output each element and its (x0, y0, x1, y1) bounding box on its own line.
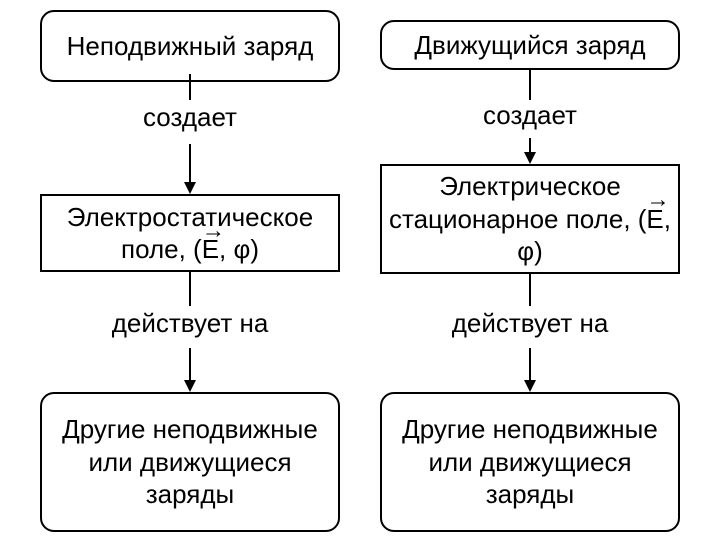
edge-line (529, 348, 531, 382)
node-left-n1: Неподвижный заряд (40, 10, 340, 82)
node-label-prefix: Электрическое стационарное поле, ( (389, 171, 646, 234)
node-left-n3: Другие неподвижные или движущиеся заряды (40, 392, 340, 532)
vector-arrow-icon: → (646, 188, 669, 211)
edge-line (189, 74, 191, 100)
node-right-n2: Электрическое стационарное поле, (→E, φ) (380, 164, 680, 274)
edge-line (189, 144, 191, 184)
edge-line (529, 70, 531, 100)
arrow-head-icon (524, 152, 536, 164)
node-label: Другие неподвижные или движущиеся заряды (382, 411, 678, 513)
edge-line (189, 272, 191, 306)
edge-line (529, 274, 531, 306)
vector-arrow-icon: → (202, 219, 225, 242)
node-label: Движущийся заряд (408, 27, 651, 64)
vector-symbol: →E (646, 203, 663, 236)
node-label: Электростатическое поле, (→E, φ) (42, 199, 338, 268)
node-label: Другие неподвижные или движущиеся заряды (42, 411, 338, 513)
edge-line (189, 348, 191, 382)
node-right-n1: Движущийся заряд (380, 20, 680, 70)
node-left-n2: Электростатическое поле, (→E, φ) (40, 194, 340, 272)
arrow-head-icon (184, 182, 196, 194)
arrow-head-icon (184, 380, 196, 392)
edge-label-left-e1: создает (90, 102, 290, 133)
arrow-head-icon (524, 380, 536, 392)
node-label: Неподвижный заряд (61, 28, 320, 65)
node-label-prefix: Электростатическое поле, ( (67, 202, 313, 265)
node-label: Электрическое стационарное поле, (→E, φ) (382, 168, 678, 270)
edge-label-right-e2: действует на (400, 308, 660, 339)
vector-symbol: →E (202, 233, 219, 266)
edge-label-right-e1: создает (430, 100, 630, 131)
node-right-n3: Другие неподвижные или движущиеся заряды (380, 392, 680, 532)
edge-label-left-e2: действует на (60, 308, 320, 339)
